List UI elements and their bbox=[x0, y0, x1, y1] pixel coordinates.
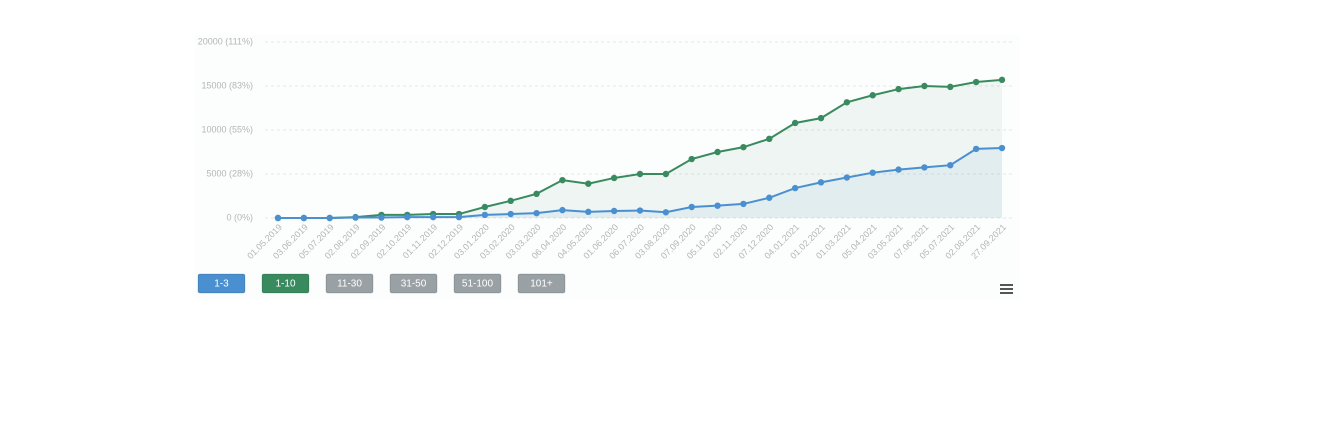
data-point bbox=[533, 209, 540, 217]
data-point bbox=[817, 179, 825, 186]
data-point bbox=[559, 176, 566, 184]
menu-bar bbox=[1000, 292, 1013, 294]
series-area bbox=[278, 148, 1002, 218]
data-point bbox=[481, 211, 489, 219]
data-point bbox=[714, 202, 721, 209]
data-point bbox=[843, 174, 851, 181]
data-point bbox=[947, 83, 954, 91]
data-point bbox=[688, 203, 695, 211]
menu-bar bbox=[1000, 284, 1013, 286]
data-point bbox=[869, 92, 876, 99]
data-point bbox=[895, 85, 902, 93]
legend-button[interactable]: 11-30 bbox=[325, 273, 374, 294]
data-point bbox=[895, 166, 902, 173]
data-point bbox=[972, 78, 980, 86]
data-point bbox=[585, 180, 592, 187]
y-tick-label: 20000 (111%) bbox=[198, 36, 253, 46]
legend-button[interactable]: 1-3 bbox=[197, 273, 246, 294]
data-point bbox=[921, 164, 928, 171]
y-tick-label: 15000 (83%) bbox=[201, 80, 253, 90]
data-point bbox=[274, 214, 282, 222]
legend-button[interactable]: 101+ bbox=[517, 273, 566, 294]
y-tick-label: 0 (0%) bbox=[226, 212, 253, 222]
legend-button-box bbox=[517, 273, 566, 294]
data-point bbox=[791, 119, 799, 127]
legend-button-box bbox=[325, 273, 374, 294]
data-point bbox=[352, 214, 359, 221]
data-point bbox=[766, 194, 773, 201]
data-point bbox=[636, 170, 644, 178]
y-tick-label: 10000 (55%) bbox=[201, 124, 253, 134]
data-point bbox=[326, 214, 333, 222]
legend-button-box bbox=[453, 273, 502, 294]
data-point bbox=[869, 169, 876, 176]
legend-label: 101+ bbox=[530, 279, 553, 290]
data-point bbox=[662, 170, 670, 178]
data-point bbox=[636, 207, 644, 214]
legend-label: 51-100 bbox=[462, 279, 494, 290]
data-point bbox=[947, 162, 954, 169]
data-point bbox=[378, 214, 385, 221]
data-point bbox=[507, 197, 514, 205]
data-point bbox=[662, 209, 670, 216]
legend-button-box bbox=[389, 273, 438, 294]
data-point bbox=[300, 214, 308, 222]
data-point bbox=[585, 208, 592, 216]
data-point bbox=[843, 99, 851, 106]
data-point bbox=[429, 213, 437, 221]
data-point bbox=[817, 114, 825, 122]
legend-button-box bbox=[261, 273, 310, 294]
data-point bbox=[533, 190, 540, 197]
data-point bbox=[998, 144, 1006, 152]
data-point bbox=[507, 210, 514, 218]
data-point bbox=[404, 213, 411, 221]
data-point bbox=[610, 207, 618, 215]
legend-button[interactable]: 31-50 bbox=[389, 273, 438, 294]
menu-icon[interactable] bbox=[1000, 284, 1013, 294]
data-point bbox=[714, 148, 721, 156]
legend-label: 11-30 bbox=[337, 279, 362, 290]
legend-button-box bbox=[197, 273, 246, 294]
data-point bbox=[610, 174, 618, 182]
data-point bbox=[688, 155, 695, 163]
legend-button[interactable]: 51-100 bbox=[453, 273, 502, 294]
data-point bbox=[998, 76, 1006, 84]
legend-button[interactable]: 1-10 bbox=[261, 273, 310, 294]
data-point bbox=[455, 213, 463, 221]
data-point bbox=[972, 145, 980, 153]
data-point bbox=[740, 143, 747, 151]
legend-label: 1-3 bbox=[214, 279, 229, 290]
y-tick-label: 5000 (28%) bbox=[206, 168, 253, 178]
data-point bbox=[791, 184, 799, 192]
data-point bbox=[481, 203, 489, 211]
legend-label: 31-50 bbox=[401, 279, 427, 290]
menu-bar bbox=[1000, 288, 1013, 290]
data-point bbox=[766, 135, 773, 142]
chart-background bbox=[195, 35, 1020, 300]
legend-label: 1-10 bbox=[275, 279, 295, 290]
data-point bbox=[921, 82, 928, 90]
data-point bbox=[559, 206, 566, 214]
data-point bbox=[740, 200, 747, 208]
